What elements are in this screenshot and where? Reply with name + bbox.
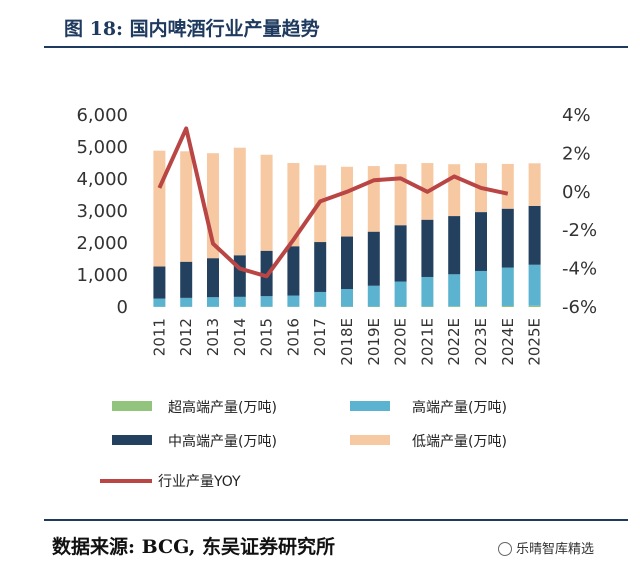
left-axis: 0 1,000 2,000 3,000 4,000 5,000 6,000: [76, 105, 128, 318]
bar-segment-s1-2: [207, 297, 219, 307]
title-divider: [44, 46, 628, 48]
left-tick-label: 0: [117, 297, 128, 318]
bar-segment-s3-3: [233, 147, 246, 256]
x-tick-label: 2017: [311, 318, 329, 356]
x-tick-label: 2022E: [445, 318, 463, 366]
bar-segment-s2-6: [314, 242, 327, 292]
x-tick-label: 2023E: [472, 318, 490, 366]
x-tick-label: 2021E: [418, 318, 436, 366]
bar-segment-s3-8: [367, 166, 380, 232]
legend-swatch: [350, 401, 390, 411]
x-tick-label: 2016: [284, 318, 302, 356]
right-tick-label: 2%: [562, 143, 591, 164]
left-tick-label: 1,000: [76, 265, 128, 286]
bar-segment-s3-1: [180, 151, 193, 262]
bar-segment-s3-11: [448, 164, 461, 217]
bar-segment-s3-4: [260, 154, 273, 251]
bar-segment-s3-14: [528, 163, 541, 206]
bar-segment-s0-9: [394, 306, 407, 307]
right-axis: -6% -4% -2% 0% 2% 4%: [562, 105, 597, 318]
legend-label: 中高端产量(万吨): [168, 433, 277, 450]
bar-segment-s1-11: [448, 274, 461, 307]
bar-segment-s1-10: [421, 276, 434, 307]
watermark: 乐晴智库精选: [498, 538, 594, 557]
bar-segment-s1-3: [233, 296, 246, 307]
yoy-line: [157, 126, 509, 279]
bar-segment-s2-7: [341, 236, 353, 290]
bar-segment-s2-0: [153, 266, 166, 299]
x-tick-label: 2018E: [338, 318, 356, 366]
bar-segment-s0-13: [501, 305, 514, 307]
x-tick-label: 2019E: [365, 318, 383, 366]
left-tick-label: 3,000: [76, 201, 128, 222]
legend: 超高端产量(万吨) 高端产量(万吨) 中高端产量(万吨) 低端产量(万吨) 行业产量YO…: [100, 399, 507, 490]
bar-segment-s3-7: [341, 166, 353, 237]
beer-production-chart: 0 1,000 2,000 3,000 4,000 5,000 6,000 -6% -4% -2…: [76, 105, 597, 490]
bar-segment-s0-14: [528, 305, 541, 307]
x-tick-label: 2020E: [392, 318, 410, 366]
bar-segment-s2-3: [233, 255, 246, 297]
bar-segment-s1-14: [528, 264, 541, 306]
left-tick-label: 6,000: [76, 105, 128, 126]
bar-segment-s2-2: [207, 258, 219, 298]
right-tick-label: -2%: [562, 220, 597, 241]
bar-segment-s2-9: [394, 225, 407, 282]
legend-swatch: [350, 435, 390, 445]
right-tick-label: 0%: [562, 182, 591, 203]
bar-segment-s1-1: [180, 297, 193, 307]
x-tick-label: 2013: [204, 318, 222, 356]
bar-segment-s0-10: [421, 306, 434, 307]
chart-title: 图 18: 国内啤酒行业产量趋势: [64, 18, 320, 40]
bar-segment-s1-4: [260, 296, 273, 307]
x-tick-label: 2024E: [499, 318, 517, 366]
bar-segment-s1-7: [341, 289, 353, 307]
bar-segment-s3-0: [153, 150, 166, 267]
bar-segment-s2-1: [180, 261, 193, 298]
source-note: 数据来源: BCG, 东吴证券研究所: [52, 536, 335, 558]
bar-segment-s1-9: [394, 281, 407, 307]
legend-label: 行业产量YOY: [158, 474, 241, 490]
legend-swatch: [112, 401, 152, 411]
bar-segment-s3-5: [287, 163, 300, 247]
left-tick-label: 2,000: [76, 233, 128, 254]
bar-segment-s2-12: [475, 212, 487, 271]
right-tick-label: -4%: [562, 259, 597, 280]
bar-segment-s1-5: [287, 295, 300, 307]
bar-segment-s2-11: [448, 216, 461, 275]
bar-segment-s2-13: [501, 208, 514, 268]
legend-swatch: [112, 435, 152, 445]
bar-segment-s2-8: [367, 231, 380, 286]
bar-segment-s1-8: [367, 285, 380, 307]
bar-segment-s2-10: [421, 219, 434, 277]
bar-segment-s3-13: [501, 163, 514, 209]
left-tick-label: 5,000: [76, 137, 128, 158]
bar-segment-s1-12: [475, 270, 487, 307]
legend-label: 高端产量(万吨): [412, 399, 507, 416]
x-tick-label: 2012: [177, 318, 195, 356]
bar-segment-s1-13: [501, 267, 514, 306]
x-tick-label: 2011: [150, 318, 168, 356]
bar-segment-s2-14: [528, 205, 541, 265]
bar-group: [153, 147, 541, 307]
x-tick-label: 2014: [231, 318, 249, 356]
footer-divider: [44, 519, 628, 521]
x-tick-label: 2025E: [526, 318, 544, 366]
bar-segment-s0-12: [475, 306, 487, 307]
legend-label: 超高端产量(万吨): [168, 399, 277, 416]
right-tick-label: 4%: [562, 105, 591, 126]
right-tick-label: -6%: [562, 297, 597, 318]
wechat-icon: [498, 542, 512, 556]
x-tick-label: 2015: [258, 318, 276, 356]
bar-segment-s0-11: [448, 306, 461, 307]
bar-segment-s2-5: [287, 246, 300, 296]
bar-segment-s3-9: [394, 164, 407, 226]
legend-label: 低端产量(万吨): [412, 434, 507, 450]
yoy-line-group: [157, 126, 509, 279]
x-axis: 2011 2012 2013 2014 2015 2016 2017 2018E 2019E 20…: [150, 318, 543, 366]
left-tick-label: 4,000: [76, 169, 128, 190]
bar-segment-s1-0: [153, 298, 166, 307]
bar-segment-s1-6: [314, 291, 327, 307]
watermark-text: 乐晴智库精选: [516, 542, 595, 557]
